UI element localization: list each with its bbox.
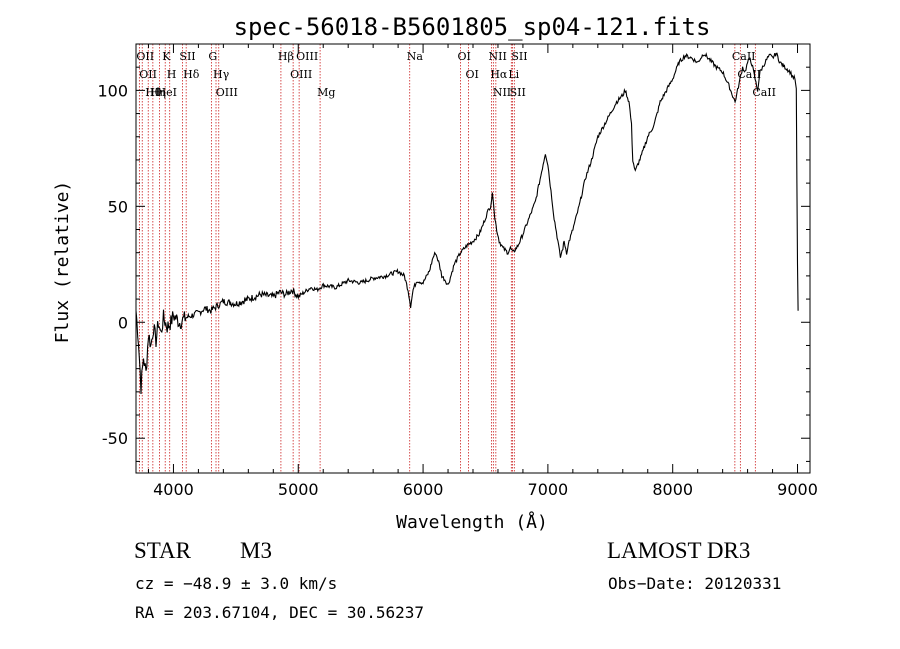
- y-tick-label: -50: [102, 429, 128, 448]
- survey-name: LAMOST DR3: [607, 538, 751, 563]
- line-label: NII: [488, 50, 506, 63]
- line-label: OII: [139, 68, 157, 81]
- obs-date: Obs−Date: 20120331: [608, 574, 782, 593]
- line-label: Na: [407, 50, 424, 63]
- line-label: NII: [493, 86, 511, 99]
- object-class: STAR: [134, 538, 191, 563]
- x-tick-label: 7000: [528, 480, 569, 499]
- plot-area: [135, 52, 799, 395]
- y-axis-label: Flux (relative): [52, 181, 73, 344]
- line-label: SII: [179, 50, 195, 63]
- line-label: Li: [508, 68, 519, 81]
- spectrum-chart: spec-56018-B5601805_sp04-121.fits OII OII…: [52, 13, 818, 533]
- y-tick-label: 100: [97, 81, 128, 100]
- line-label: K: [162, 50, 171, 63]
- line-label: SII: [510, 86, 526, 99]
- line-label: OIII: [290, 68, 312, 81]
- line-label: OII: [136, 50, 154, 63]
- line-label: Mg: [317, 86, 335, 99]
- axis-ticks: 4000 5000 6000 7000 8000 9000 -50 0 50 100: [97, 44, 818, 499]
- redshift-text: cz = −48.9 ± 3.0 km/s: [135, 574, 338, 593]
- x-tick-label: 8000: [652, 480, 693, 499]
- y-tick-label: 0: [118, 313, 128, 332]
- plot-frame: [135, 43, 811, 474]
- line-label: CaII: [752, 86, 776, 99]
- line-label: OIII: [216, 86, 238, 99]
- line-label: Hγ: [213, 68, 230, 81]
- x-axis-label: Wavelength (Å): [396, 511, 548, 533]
- line-label: Hδ: [183, 68, 200, 81]
- x-tick-label: 4000: [153, 480, 194, 499]
- chart-title: spec-56018-B5601805_sp04-121.fits: [234, 13, 711, 41]
- spectrum-line: [135, 52, 799, 395]
- x-tick-label: 9000: [777, 480, 818, 499]
- object-subclass: M3: [240, 538, 272, 563]
- line-label: Hη: [150, 86, 166, 99]
- line-label: OIII: [296, 50, 318, 63]
- line-label: H: [167, 68, 177, 81]
- line-label: Hθ: [145, 86, 162, 99]
- line-label: Hβ: [278, 50, 294, 63]
- spectral-line-markers: [138, 44, 756, 473]
- line-label: OI: [466, 68, 479, 81]
- x-tick-label: 6000: [403, 480, 444, 499]
- line-label: SII: [511, 50, 527, 63]
- line-label: OI: [458, 50, 471, 63]
- line-label: Hα: [490, 68, 508, 81]
- spectral-line-labels: OIIOIIHθHηHeIKHSIIHδGHγOIIIHβOIIIOIIIMgN…: [136, 50, 776, 99]
- x-tick-label: 5000: [278, 480, 319, 499]
- line-label: HeI: [157, 86, 177, 99]
- line-label: G: [208, 50, 217, 63]
- line-label: CaII: [732, 50, 756, 63]
- y-tick-label: 50: [108, 197, 128, 216]
- ra-dec: RA = 203.67104, DEC = 30.56237: [135, 603, 424, 622]
